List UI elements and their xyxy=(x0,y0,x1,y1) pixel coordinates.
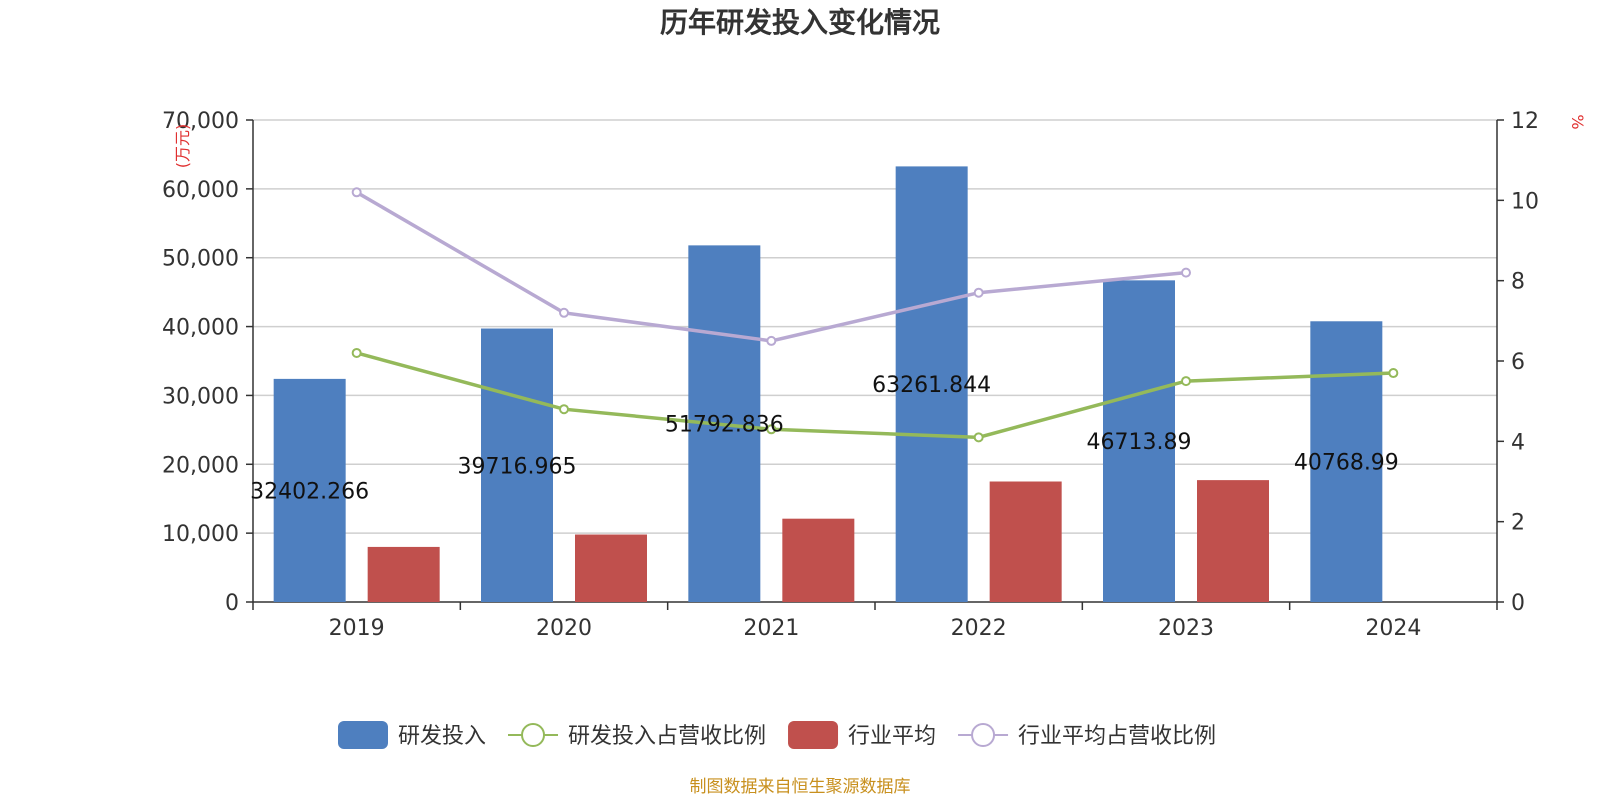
data-label: 39716.965 xyxy=(458,454,577,479)
x-tick-label: 2021 xyxy=(743,616,799,641)
y-left-tick-label: 40,000 xyxy=(162,316,239,341)
y-right-tick-label: 8 xyxy=(1511,270,1525,295)
bar-industry-average xyxy=(989,481,1062,602)
legend-label: 行业平均占营收比例 xyxy=(1018,724,1216,749)
line-industry-ratio xyxy=(355,190,1187,343)
y-left-unit: (万元) xyxy=(173,124,192,169)
y-left-tick-label: 60,000 xyxy=(162,178,239,203)
point-industry-ratio xyxy=(766,335,777,346)
axes: 0 10,000 20,000 30,000 40,000 50,000 60,000 70,… xyxy=(162,109,1539,641)
y-left-tick-label: 20,000 xyxy=(162,453,239,478)
legend-swatch xyxy=(338,721,388,749)
x-tick-label: 2019 xyxy=(329,616,385,641)
data-label: 40768.99 xyxy=(1294,451,1399,476)
data-label: 63261.844 xyxy=(872,373,991,398)
point-rd-ratio xyxy=(766,424,777,435)
x-tick-label: 2024 xyxy=(1365,616,1421,641)
line-rd-ratio xyxy=(356,351,1394,440)
x-tick-label: 2020 xyxy=(536,616,592,641)
point-industry-ratio xyxy=(351,187,362,198)
y-left-tick-label: 70,000 xyxy=(162,109,239,134)
lines xyxy=(351,187,1399,443)
source-note: 制图数据来自恒生聚源数据库 xyxy=(690,777,911,797)
legend[interactable]: 研发投入 研发投入占营收比例 行业平均 行业平均占营收比例 xyxy=(338,721,1216,749)
y-left-tick-label: 10,000 xyxy=(162,522,239,547)
legend-swatch xyxy=(788,721,839,749)
point-rd-ratio xyxy=(559,404,569,415)
point-industry-ratio xyxy=(1181,267,1191,278)
data-label: 32402.266 xyxy=(250,479,369,504)
bar-industry-average xyxy=(575,534,647,602)
bar-rd-investment xyxy=(895,166,968,602)
y-left-tick-label: 0 xyxy=(225,591,239,616)
legend-label: 行业平均 xyxy=(848,724,936,749)
grid xyxy=(253,119,1497,534)
bar-rd-investment xyxy=(273,378,346,602)
data-labels: 32402.266 39716.965 51792.836 63261.844 4671… xyxy=(250,373,1399,504)
x-tick-label: 2023 xyxy=(1158,616,1214,641)
legend-label: 研发投入占营收比例 xyxy=(568,724,766,749)
y-right-tick-label: 12 xyxy=(1511,109,1539,134)
bar-industry-average xyxy=(367,546,440,602)
y-right-tick-label: 6 xyxy=(1511,350,1525,375)
y-left-tick-label: 30,000 xyxy=(162,384,239,409)
bar-industry-average xyxy=(1197,480,1269,602)
y-right-tick-label: 0 xyxy=(1511,591,1525,616)
y-right-tick-label: 2 xyxy=(1511,511,1525,536)
point-rd-ratio xyxy=(1388,368,1399,379)
y-right-tick-label: 4 xyxy=(1511,430,1525,455)
chart-title: 历年研发投入变化情况 xyxy=(660,6,940,39)
point-rd-ratio xyxy=(351,347,362,358)
y-right-tick-label: 10 xyxy=(1511,189,1539,214)
legend-swatch-marker xyxy=(971,723,996,747)
bar-rd-investment xyxy=(1103,280,1175,602)
bars xyxy=(273,166,1383,602)
data-label: 46713.89 xyxy=(1087,430,1192,455)
bar-rd-investment xyxy=(481,328,553,602)
legend-item[interactable]: 研发投入 xyxy=(338,721,486,749)
y-left-tick-label: 50,000 xyxy=(162,247,239,272)
legend-label: 研发投入 xyxy=(398,724,486,749)
bar-industry-average xyxy=(782,518,855,602)
data-label: 51792.836 xyxy=(665,413,784,438)
legend-swatch-marker xyxy=(521,723,546,747)
point-industry-ratio xyxy=(559,307,569,318)
point-rd-ratio xyxy=(1181,376,1191,387)
point-rd-ratio xyxy=(973,432,984,443)
bar-rd-investment xyxy=(1310,321,1383,602)
x-tick-label: 2022 xyxy=(951,616,1007,641)
legend-item[interactable]: 行业平均占营收比例 xyxy=(958,723,1216,749)
legend-item[interactable]: 行业平均 xyxy=(788,721,936,749)
point-industry-ratio xyxy=(973,287,984,298)
y-right-unit: % xyxy=(1568,114,1587,129)
legend-item[interactable]: 研发投入占营收比例 xyxy=(508,723,766,749)
